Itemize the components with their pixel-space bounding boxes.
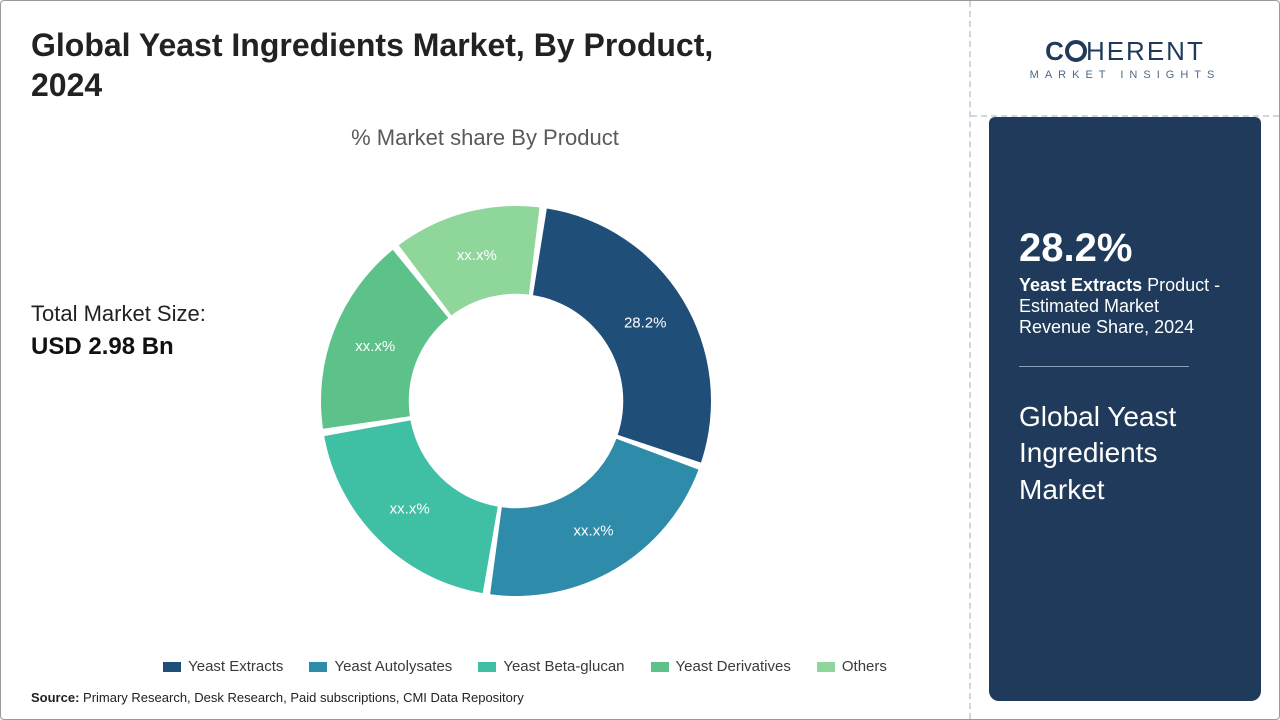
panel-title-l2: Ingredients (1019, 435, 1231, 471)
logo-rest: HERENT (1086, 36, 1205, 66)
legend-swatch (309, 662, 327, 672)
legend-swatch (651, 662, 669, 672)
logo-box: C HERENT MARKET INSIGHTS (971, 1, 1279, 117)
legend-swatch (478, 662, 496, 672)
logo-letter-c: C (1045, 36, 1066, 66)
market-size-value: USD 2.98 Bn (31, 333, 174, 361)
donut-segment (490, 439, 698, 596)
donut-chart: 28.2% xx.x% xx.x% xx.x% xx.x% (301, 186, 731, 616)
legend-label: Yeast Extracts (188, 658, 283, 675)
main-panel: Global Yeast Ingredients Market, By Prod… (1, 1, 969, 719)
highlight-panel: 28.2% Yeast Extracts Product - Estimated… (989, 117, 1261, 701)
source-text: Primary Research, Desk Research, Paid su… (79, 690, 523, 705)
chart-legend: Yeast Extracts Yeast Autolysates Yeast Bet… (1, 658, 969, 675)
brand-logo: C HERENT MARKET INSIGHTS (1030, 36, 1221, 81)
highlight-stat-line1: Yeast Extracts Product - (1019, 275, 1231, 296)
segment-label: xx.x% (355, 338, 395, 355)
donut-segment (533, 208, 711, 462)
logo-line1: C HERENT (1030, 36, 1221, 67)
highlight-rest1: Product - (1142, 275, 1220, 295)
source-line: Source: Primary Research, Desk Research,… (31, 690, 524, 705)
segment-label: xx.x% (457, 247, 497, 264)
legend-item: Yeast Extracts (163, 658, 283, 675)
highlight-stat-line2: Estimated Market (1019, 296, 1231, 317)
market-size-label: Total Market Size: (31, 301, 206, 327)
legend-item: Yeast Autolysates (309, 658, 452, 675)
legend-label: Others (842, 658, 887, 675)
segment-label: xx.x% (574, 523, 614, 540)
panel-title-l3: Market (1019, 472, 1231, 508)
legend-item: Yeast Beta-glucan (478, 658, 624, 675)
legend-item: Others (817, 658, 887, 675)
chart-main-title: Global Yeast Ingredients Market, By Prod… (31, 25, 751, 105)
donut-svg: 28.2% xx.x% xx.x% xx.x% xx.x% (301, 186, 731, 616)
legend-label: Yeast Autolysates (334, 658, 452, 675)
highlight-stat-value: 28.2% (1019, 227, 1231, 269)
right-column: C HERENT MARKET INSIGHTS 28.2% Yeast Extr… (969, 1, 1279, 719)
panel-title-l1: Global Yeast (1019, 399, 1231, 435)
panel-divider (1019, 366, 1189, 367)
highlight-bold: Yeast Extracts (1019, 275, 1142, 295)
legend-swatch (163, 662, 181, 672)
legend-label: Yeast Derivatives (676, 658, 791, 675)
segment-label: 28.2% (624, 315, 667, 332)
infographic-frame: Global Yeast Ingredients Market, By Prod… (0, 0, 1280, 720)
legend-swatch (817, 662, 835, 672)
chart-subtitle: % Market share By Product (31, 125, 939, 151)
legend-item: Yeast Derivatives (651, 658, 791, 675)
logo-ring-icon (1065, 40, 1087, 62)
segment-label: xx.x% (390, 500, 430, 517)
highlight-stat-line3: Revenue Share, 2024 (1019, 317, 1231, 338)
source-label: Source: (31, 690, 79, 705)
logo-line2: MARKET INSIGHTS (1030, 69, 1221, 81)
legend-label: Yeast Beta-glucan (503, 658, 624, 675)
